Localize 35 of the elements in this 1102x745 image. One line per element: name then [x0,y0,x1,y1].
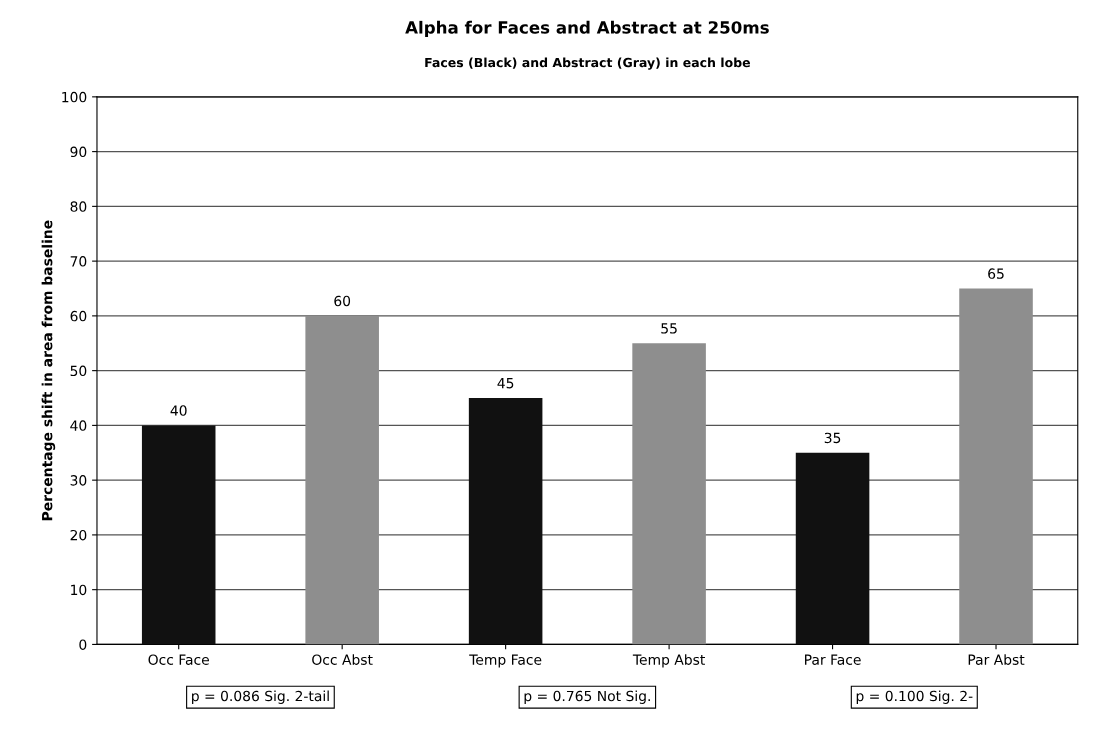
data-label: 55 [661,323,677,334]
y-tick-label: 60 [70,310,87,322]
bar [468,398,543,645]
y-tick-label: 30 [70,475,87,486]
chart-subtitle: Faces (Black) and Abstract (Gray) in each lobe [425,57,750,70]
data-label: 65 [988,268,1004,279]
bar [141,425,216,645]
data-label: 40 [170,405,187,416]
bar [305,315,379,645]
text: p = 0.086 Sig. 2-tail [192,690,329,704]
y-tick-label: 0 [79,639,87,650]
data-label: 60 [334,295,351,307]
y-axis-title: Percentage shift in area from baseline [41,220,56,521]
x-tick-label: Occ Face [148,654,209,665]
y-tick-label: 90 [70,146,87,158]
y-tick-label: 100 [62,91,87,103]
y-tick-label: 20 [70,529,87,541]
bar [959,288,1033,645]
x-tick-label: Temp Abst [632,654,705,668]
bar [632,343,706,645]
y-tick-label: 10 [71,584,87,596]
data-label: 45 [497,378,514,389]
text: p = 0.765 Not Sig. [524,690,650,704]
y-tick-label: 70 [70,256,87,267]
y-tick-label: 80 [70,201,87,212]
x-tick-label: Par Face [805,654,861,665]
y-tick-label: 40 [70,420,87,431]
chart-title: Alpha for Faces and Abstract at 250ms [405,20,769,37]
bar [795,452,870,645]
x-tick-label: Occ Abst [312,654,373,665]
x-tick-label: Temp Face [469,654,542,668]
x-tick-label: Par Abst [968,654,1025,665]
data-label: 35 [824,432,841,444]
text: p = 0.100 Sig. 2- [856,690,973,704]
y-tick-label: 50 [70,365,87,377]
